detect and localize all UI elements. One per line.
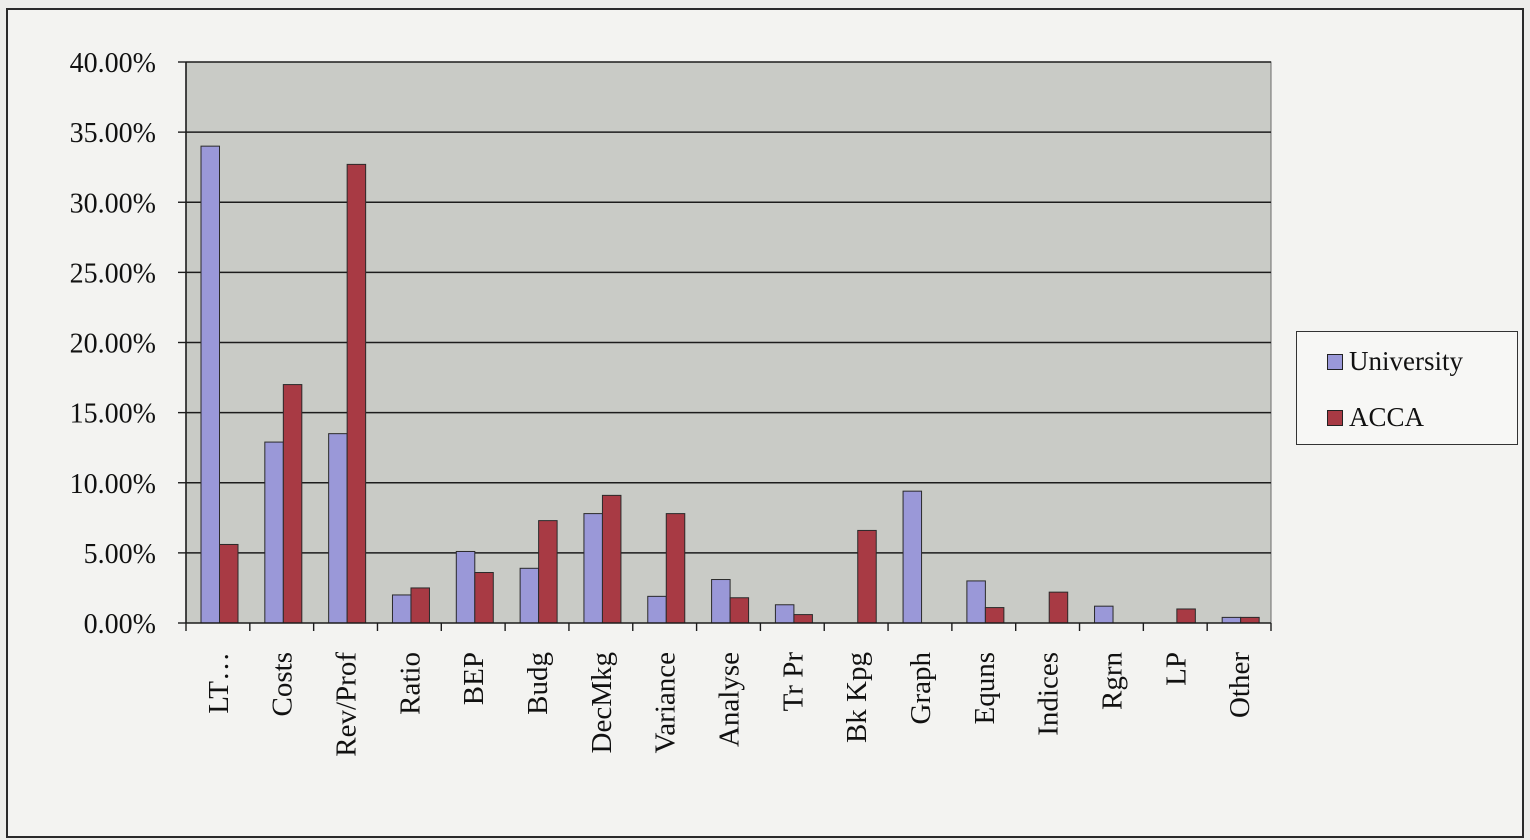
y-tick-label: 25.00%: [70, 258, 156, 289]
x-tick-labels: LT… Costs Rev/Prof Ratio BEP Budg DecMkg Varian…: [203, 652, 1256, 757]
x-tick-label: Graph: [905, 652, 937, 725]
bar-acca: [1241, 617, 1260, 623]
x-tick-label: LP: [1160, 652, 1192, 686]
bar-university: [392, 595, 411, 623]
bar-university: [1222, 617, 1241, 623]
bar-university: [712, 580, 731, 623]
x-tick-label: BEP: [458, 652, 490, 705]
bar-acca: [475, 573, 494, 623]
bar-acca: [730, 598, 749, 623]
legend-label-university: University: [1349, 346, 1463, 377]
y-tick-label: 10.00%: [70, 469, 156, 500]
bar-acca: [666, 514, 685, 623]
y-tick-label: 35.00%: [70, 118, 156, 149]
bar-university: [775, 605, 794, 623]
bar-university: [967, 581, 986, 623]
legend-item-university: University: [1327, 346, 1463, 377]
x-tick-label: Indices: [1033, 652, 1065, 736]
bar-university: [520, 568, 539, 623]
bar-university: [265, 442, 284, 623]
bar-acca: [411, 588, 430, 623]
bar-acca: [539, 521, 558, 623]
bar-university: [329, 434, 348, 623]
x-tick-label: Bk Kpg: [841, 652, 873, 743]
bar-university: [648, 596, 667, 623]
legend: University ACCA: [1296, 331, 1518, 445]
x-tick-label: Ratio: [394, 652, 426, 715]
legend-swatch-acca: [1327, 410, 1343, 426]
legend-item-acca: ACCA: [1327, 402, 1424, 433]
bar-acca: [283, 385, 302, 623]
bar-university: [201, 146, 220, 623]
bar-university: [456, 551, 475, 623]
y-tick-label: 5.00%: [84, 539, 156, 570]
legend-label-acca: ACCA: [1349, 402, 1424, 433]
x-tick-label: Analyse: [714, 652, 746, 747]
bar-acca: [1177, 609, 1196, 623]
x-tick-label: Costs: [267, 652, 299, 716]
y-tick-label: 0.00%: [84, 609, 156, 640]
bar-acca: [1049, 592, 1068, 623]
bar-acca: [985, 608, 1004, 623]
x-tick-label: Rev/Prof: [331, 652, 363, 757]
y-tick-label: 20.00%: [70, 329, 156, 360]
bar-university: [903, 491, 922, 623]
legend-swatch-university: [1327, 354, 1343, 370]
x-tick-label: Budg: [522, 652, 554, 715]
bar-acca: [220, 544, 239, 623]
bar-university: [584, 514, 603, 623]
y-tick-label: 15.00%: [70, 399, 156, 430]
bar-acca: [347, 164, 366, 623]
bar-acca: [858, 530, 877, 623]
y-tick-labels: 0.00% 5.00% 10.00% 15.00% 20.00% 25.00% 30.00%…: [70, 48, 156, 640]
x-tick-label: Other: [1224, 652, 1256, 718]
bar-university: [1095, 606, 1114, 623]
x-tick-label: Equns: [969, 652, 1001, 725]
x-tick-label: Tr Pr: [777, 652, 809, 712]
x-tick-label: Rgrn: [1096, 652, 1128, 711]
bar-acca: [602, 495, 621, 623]
x-tick-label: DecMkg: [586, 652, 618, 753]
bar-acca: [794, 615, 813, 623]
y-tick-label: 40.00%: [70, 48, 156, 79]
x-tick-label: LT…: [203, 652, 235, 714]
x-tick-label: Variance: [650, 652, 682, 753]
y-tick-label: 30.00%: [70, 188, 156, 219]
